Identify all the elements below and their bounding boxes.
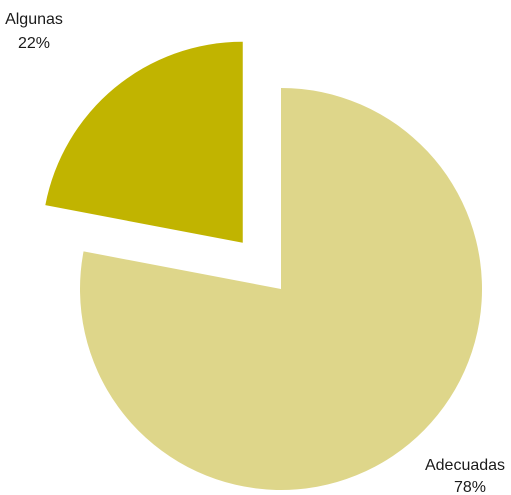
slice-adecuadas [79,88,482,490]
label-adecuadas-name: Adecuadas [425,457,505,474]
label-algunas-value: 22% [18,35,50,52]
label-adecuadas-value: 78% [454,479,486,495]
label-algunas-name: Algunas [5,11,63,28]
pie-slices [45,41,482,490]
slice-algunas [45,41,243,243]
